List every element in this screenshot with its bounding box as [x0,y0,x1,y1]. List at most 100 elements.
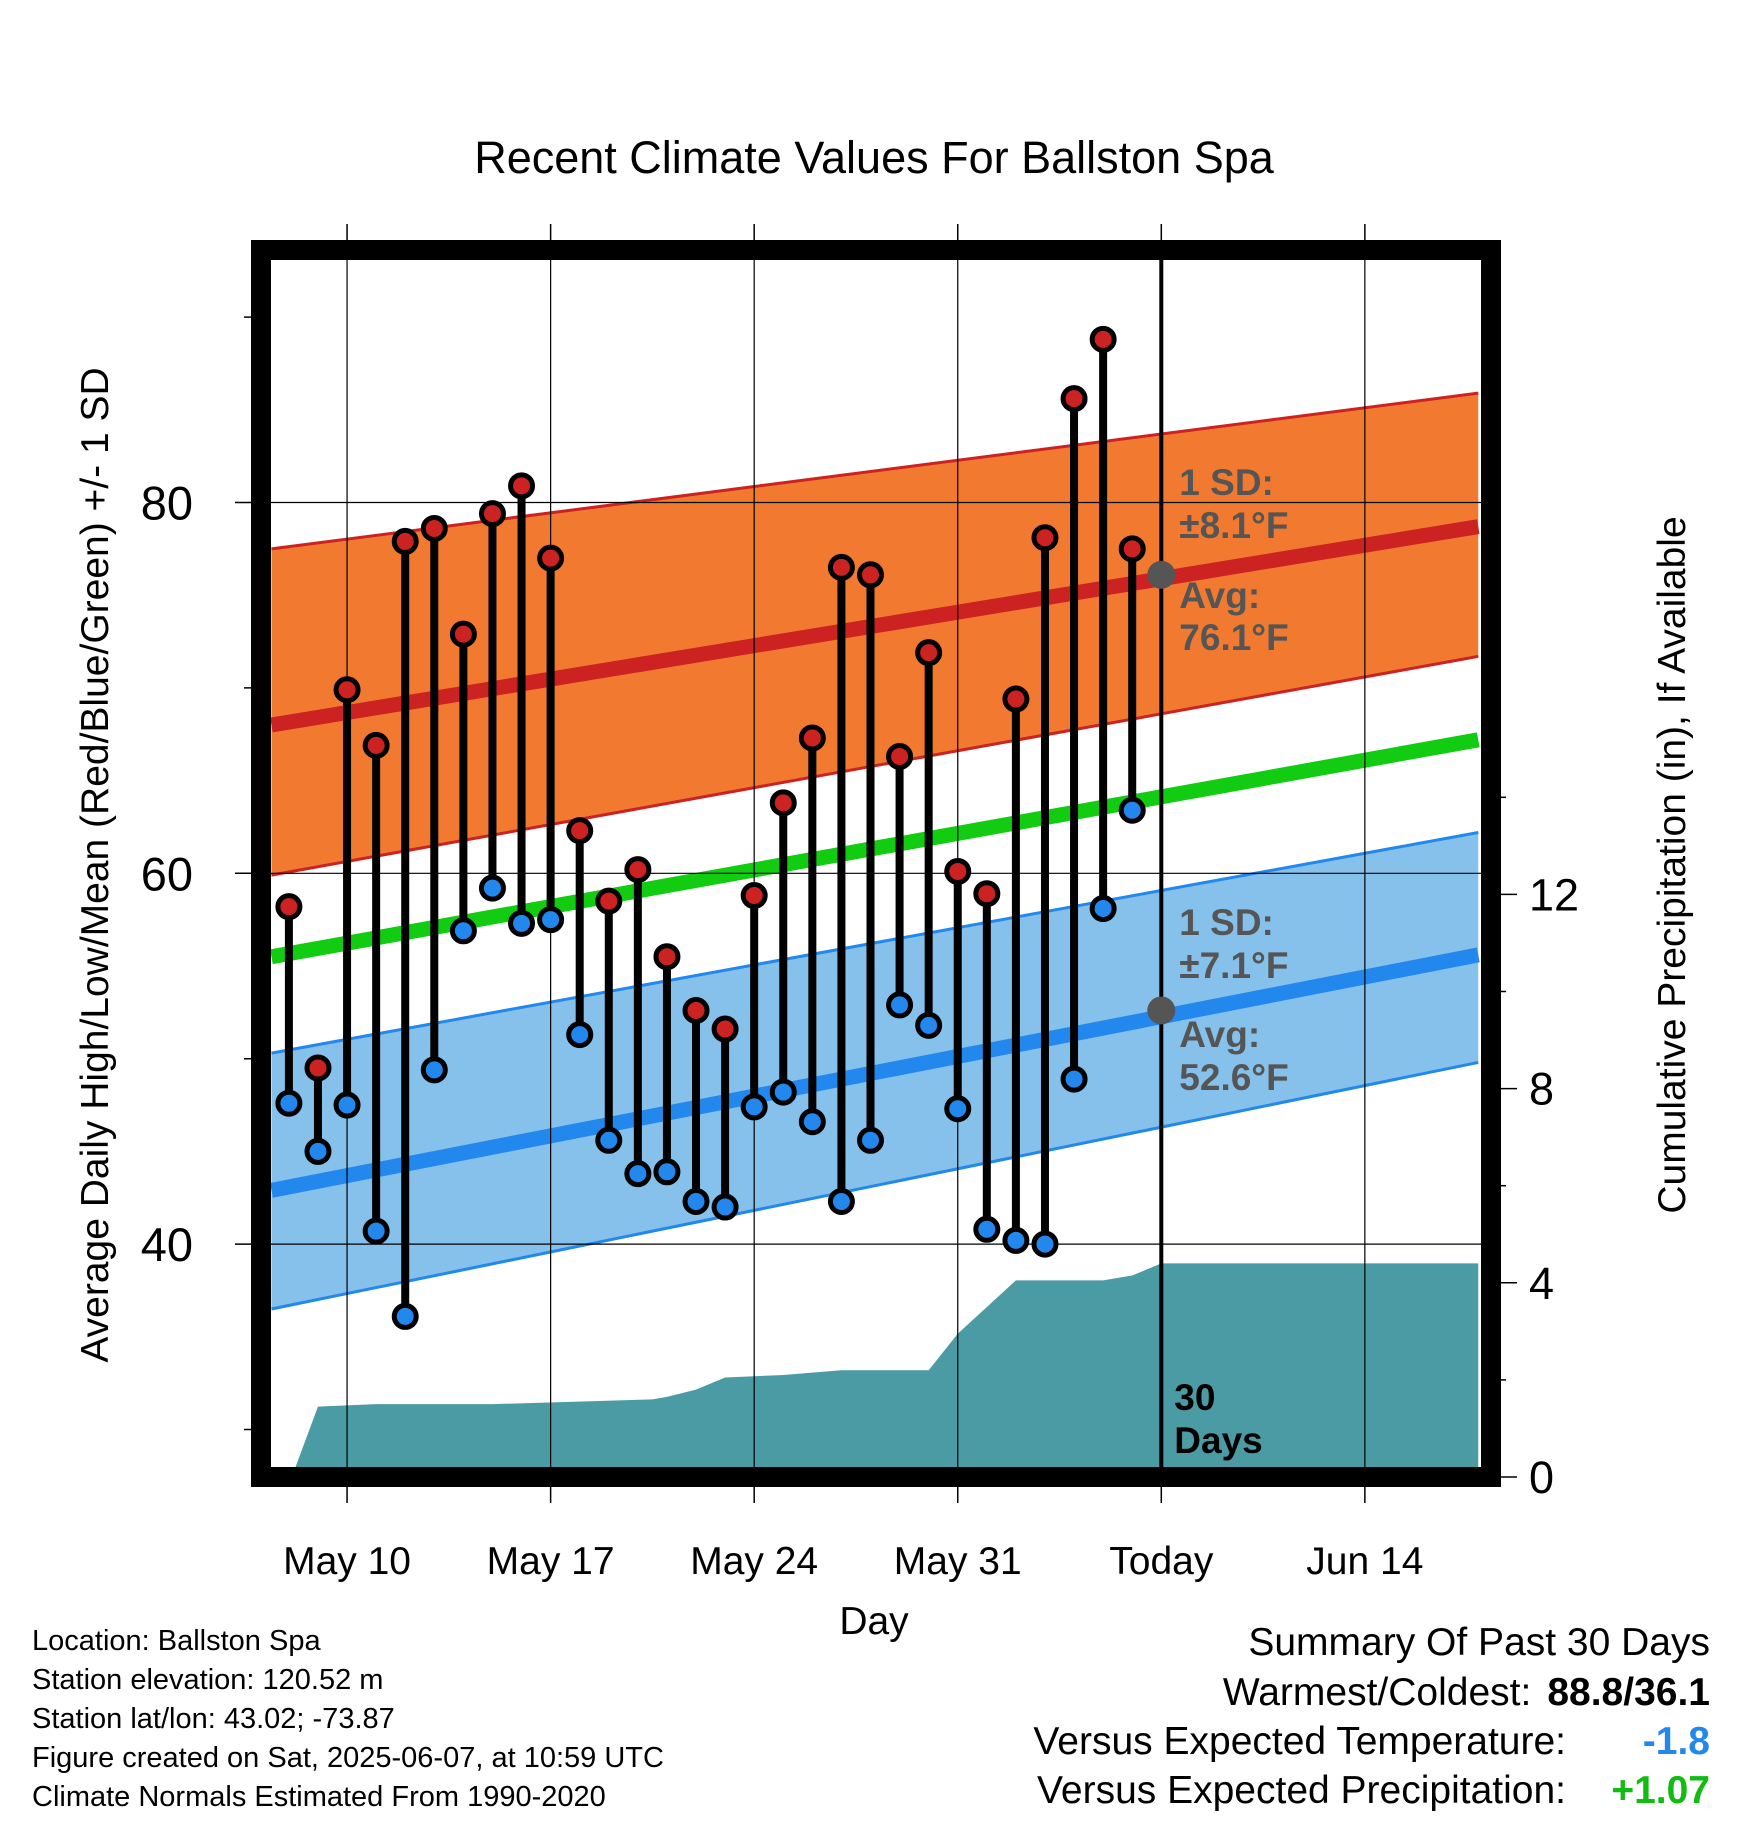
high-point [391,527,419,555]
annotation-text: 1 SD: [1179,462,1274,503]
high-point [944,857,972,885]
high-point [711,1015,739,1043]
low-point [827,1187,855,1215]
low-point [740,1093,768,1121]
high-point [508,472,536,500]
summary-panel: Summary Of Past 30 Days Warmest/Coldest:… [1033,1618,1710,1815]
low-mean-line [270,947,1480,1198]
low-point [333,1091,361,1119]
y2-tick-label: 0 [1529,1452,1554,1503]
plot-frame [251,240,1501,1487]
low-point [1089,895,1117,923]
summary-temp-row: Versus Expected Temperature: -1.8 [1033,1717,1710,1766]
low-point [566,1021,594,1049]
high-point [857,561,884,589]
low-point [711,1193,739,1221]
mean-line [270,732,1480,965]
summary-precip-row: Versus Expected Precipitation: +1.07 [1033,1766,1710,1815]
high-point [827,553,855,581]
high-point [362,731,390,759]
low-point [682,1187,710,1215]
high-point [682,996,710,1024]
low-point [944,1095,972,1123]
high-sd-upper-edge [271,391,1479,551]
annotation-text: 52.6°F [1179,1057,1288,1098]
low-point [1060,1065,1088,1093]
y2-axis-label: Cumulative Precipitation (in), If Availa… [1651,516,1694,1213]
y2-tick-label: 12 [1529,869,1579,920]
annotation-text: Avg: [1179,1014,1260,1055]
y-axis-label: Average Daily High/Low/Mean (Red/Blue/Gr… [74,367,117,1362]
axes: 40 60 80 0 4 8 12 May 10 May 17 May 24 May 31 Today… [141,224,1579,1583]
high-point [478,500,506,528]
high-point [798,724,826,752]
summary-warmest-label: Warmest/Coldest: [1222,1671,1532,1714]
low-point [508,909,536,937]
high-point [449,620,477,648]
created-text: Figure created on Sat, 2025-06-07, at 10… [32,1742,664,1774]
summary-temp-label: Versus Expected Temperature: [1033,1720,1566,1763]
high-point [653,943,681,971]
high-point [595,887,623,915]
today-label-line2: Days [1174,1420,1262,1461]
low-point [595,1126,623,1154]
high-point [1060,385,1088,413]
high-point [769,789,797,817]
latlon-text: Station lat/lon: 43.02; -73.87 [32,1703,395,1735]
high-point [333,676,361,704]
low-avg-dot [1147,996,1176,1025]
elevation-text: Station elevation: 120.52 m [32,1664,384,1696]
low-point [1118,796,1146,824]
high-point [566,817,594,845]
low-point [362,1217,390,1245]
high-point [1002,685,1030,713]
summary-warmest-row: Warmest/Coldest: 88.8/36.1 [1033,1668,1710,1717]
high-point [1031,524,1059,552]
high-point [304,1054,332,1082]
summary-warmest-value: 88.8/36.1 [1547,1671,1710,1714]
annotation-text: 76.1°F [1179,617,1288,658]
summary-title: Summary Of Past 30 Days [1248,1621,1710,1664]
high-point [740,882,768,910]
low-point [304,1137,332,1165]
low-point [653,1158,681,1186]
chart-title: Recent Climate Values For Ballston Spa [474,132,1275,183]
low-point [391,1302,419,1330]
low-point [420,1056,448,1084]
low-point [973,1215,1001,1243]
low-point [275,1089,303,1117]
high-point [624,856,652,884]
high-avg-dot [1147,560,1176,589]
low-sd-lower-edge [271,1060,1479,1311]
low-point [915,1011,943,1039]
y-tick-label: 80 [141,477,193,530]
summary-precip-value: +1.07 [1611,1769,1710,1812]
x-tick-label: May 10 [283,1540,411,1583]
summary-temp-value: -1.8 [1642,1720,1710,1763]
high-sd-band [271,393,1479,876]
annotation-text: Avg: [1179,575,1260,616]
precip-area [291,1263,1479,1477]
x-tick-label: May 17 [487,1540,615,1583]
low-point [1002,1226,1030,1254]
high-point [420,514,448,542]
high-point [886,742,914,770]
high-sd-lower-edge [271,654,1479,877]
high-point [275,893,303,921]
low-point [449,917,477,945]
low-point [537,906,565,934]
today-label-line1: 30 [1174,1377,1215,1418]
x-tick-label: Today [1109,1540,1214,1583]
low-point [857,1126,884,1154]
y-tick-label: 40 [141,1218,193,1271]
low-point [1031,1230,1059,1258]
normals-text: Climate Normals Estimated From 1990-2020 [32,1781,606,1813]
high-point [973,880,1001,908]
low-point [798,1108,826,1136]
plot-area [270,391,1480,1477]
high-point [537,544,565,572]
low-point [624,1160,652,1188]
